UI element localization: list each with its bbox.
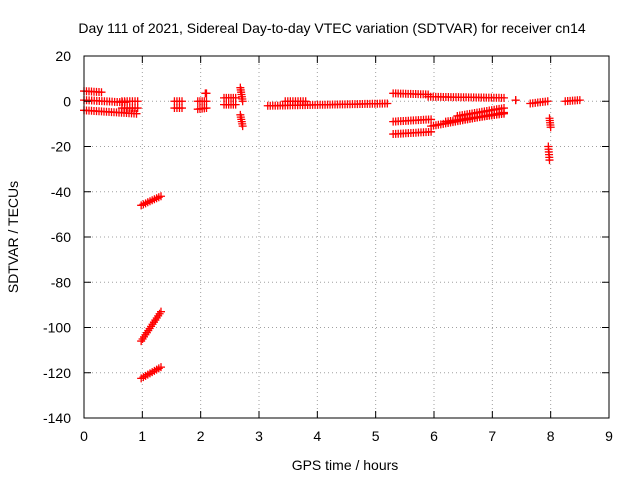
- series-segment: [453, 104, 508, 120]
- x-axis-title: GPS time / hours: [292, 457, 399, 473]
- data-point: [178, 97, 186, 106]
- y-tick-label: -60: [51, 229, 71, 245]
- series-segment: [561, 96, 584, 106]
- series-segment: [170, 104, 186, 113]
- series-segment: [80, 106, 141, 118]
- y-tick-label: -100: [43, 320, 71, 336]
- series-segment: [170, 97, 186, 106]
- series-segment: [201, 89, 211, 98]
- data-point: [231, 93, 240, 102]
- data-point: [132, 109, 141, 118]
- data-point: [133, 97, 142, 106]
- x-tick-label: 9: [605, 428, 613, 444]
- series-segment: [117, 97, 142, 106]
- data-point: [545, 156, 554, 165]
- x-tick-label: 0: [80, 428, 88, 444]
- data-point: [543, 97, 552, 106]
- data-point: [301, 97, 310, 106]
- data-point: [157, 307, 165, 316]
- x-tick-label: 3: [255, 428, 263, 444]
- data-point: [157, 192, 165, 201]
- series-segment: [389, 89, 433, 99]
- y-axis-title: SDTVAR / TECUs: [5, 181, 21, 293]
- series-segment: [193, 97, 211, 106]
- data-point: [202, 89, 211, 98]
- y-tick-label: -80: [51, 274, 71, 290]
- series-segment: [137, 192, 165, 210]
- y-tick-label: 0: [63, 93, 71, 109]
- series-segment: [137, 307, 165, 346]
- axis-ticks: 0 1 2 3 4 5 6 7 8 9 -140 -120 -100 -80 -60 -40 -20 0 20: [43, 48, 613, 444]
- data-point: [546, 123, 555, 132]
- y-tick-label: -140: [43, 410, 71, 426]
- x-tick-label: 4: [313, 428, 321, 444]
- series-segment: [80, 87, 106, 97]
- x-tick-label: 7: [488, 428, 496, 444]
- y-tick-label: -40: [51, 184, 71, 200]
- series-segment: [389, 115, 436, 126]
- x-tick-label: 1: [138, 428, 146, 444]
- series-segment: [511, 96, 520, 105]
- series-segment: [236, 110, 247, 131]
- x-tick-label: 8: [547, 428, 555, 444]
- data-point: [383, 99, 392, 108]
- data-point: [157, 363, 165, 372]
- series-segment: [281, 97, 310, 106]
- series-segment: [424, 92, 508, 102]
- x-tick-label: 2: [197, 428, 205, 444]
- x-tick-label: 5: [372, 428, 380, 444]
- y-tick-label: 20: [55, 48, 71, 64]
- y-tick-label: -20: [51, 139, 71, 155]
- series-segment: [526, 97, 552, 108]
- series-segment: [544, 142, 554, 165]
- series-segment: [220, 100, 240, 109]
- data-point: [238, 122, 247, 131]
- data-point: [202, 104, 211, 113]
- data-point: [231, 100, 240, 109]
- data-point: [202, 97, 211, 106]
- data-point: [575, 96, 584, 105]
- series-segment: [389, 127, 436, 139]
- series-segment: [117, 104, 142, 113]
- y-tick-label: -120: [43, 365, 71, 381]
- data-point: [178, 104, 186, 113]
- data-point: [500, 104, 508, 113]
- series-segment: [545, 114, 555, 132]
- data-point: [500, 93, 508, 102]
- data-point: [133, 104, 142, 113]
- series-segment: [137, 363, 165, 383]
- series-segment: [236, 83, 247, 106]
- data-point: [511, 96, 520, 105]
- series-segment: [193, 104, 211, 114]
- data-point: [97, 88, 106, 97]
- series-segment: [220, 93, 240, 102]
- x-tick-label: 6: [430, 428, 438, 444]
- data-point: [238, 97, 247, 106]
- data-point: [427, 115, 436, 124]
- chart-title: Day 111 of 2021, Sidereal Day-to-day VTE…: [78, 20, 586, 36]
